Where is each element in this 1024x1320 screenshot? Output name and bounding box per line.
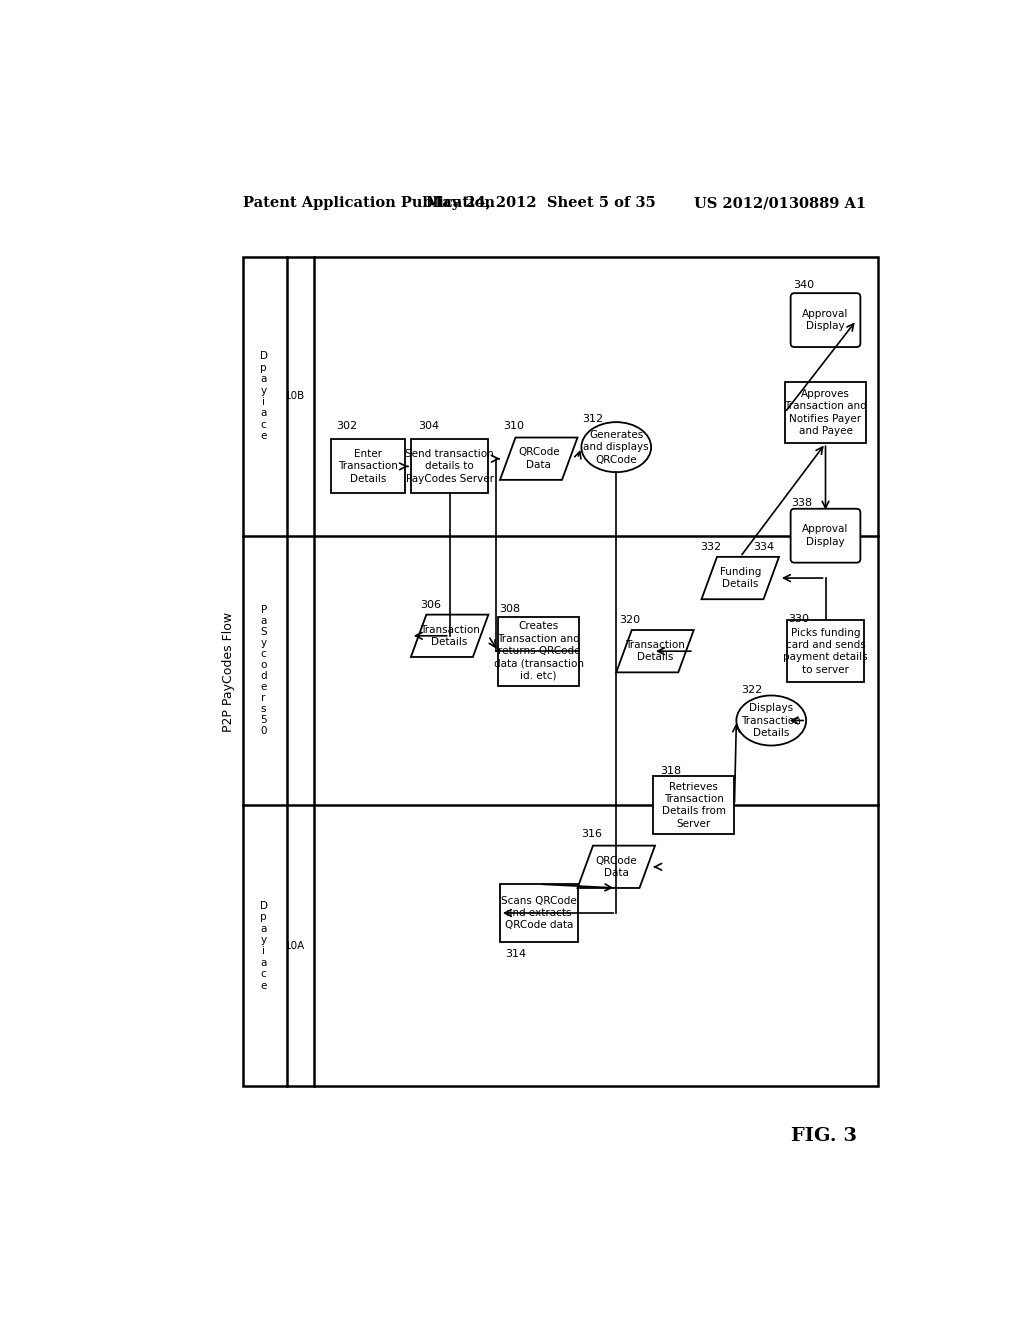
Text: 306: 306	[420, 601, 440, 610]
Text: 314: 314	[505, 949, 526, 958]
Text: a: a	[260, 924, 267, 933]
Text: 310: 310	[504, 421, 524, 432]
Text: s: s	[261, 704, 266, 714]
Bar	[332, 440, 406, 494]
Ellipse shape	[736, 696, 806, 746]
Text: US 2012/0130889 A1: US 2012/0130889 A1	[693, 197, 866, 210]
Text: 5: 5	[260, 714, 267, 725]
Text: 302: 302	[336, 421, 357, 432]
Text: Creates
Transaction and
returns QRCode
data (transaction
id. etc): Creates Transaction and returns QRCode d…	[494, 622, 584, 681]
Text: c: c	[261, 649, 266, 659]
Text: 322: 322	[741, 685, 763, 694]
Text: 330: 330	[787, 614, 809, 624]
Text: May 24, 2012  Sheet 5 of 35: May 24, 2012 Sheet 5 of 35	[426, 197, 656, 210]
Bar	[500, 884, 578, 942]
Text: y: y	[260, 385, 266, 396]
Bar	[243, 257, 879, 1086]
Text: QRCode
Data: QRCode Data	[518, 447, 559, 470]
Text: 316: 316	[581, 829, 602, 840]
Text: 340: 340	[794, 280, 814, 290]
Text: a: a	[260, 616, 267, 626]
Text: a: a	[260, 374, 267, 384]
Text: D: D	[260, 351, 267, 362]
Text: p: p	[260, 912, 267, 923]
Text: Approves
Transaction and
Notifies Payer
and Payee: Approves Transaction and Notifies Payer …	[784, 389, 867, 436]
Polygon shape	[500, 437, 578, 480]
Text: Scans QRCode
and extracts
QRCode data: Scans QRCode and extracts QRCode data	[501, 895, 577, 931]
Text: Patent Application Publication: Patent Application Publication	[243, 197, 495, 210]
Text: P: P	[260, 606, 266, 615]
Text: y: y	[260, 935, 266, 945]
Text: 332: 332	[700, 543, 721, 552]
Text: i: i	[262, 397, 265, 407]
Text: Transaction
Details: Transaction Details	[420, 624, 479, 647]
Text: Displays
Transaction
Details: Displays Transaction Details	[741, 704, 801, 738]
FancyBboxPatch shape	[791, 293, 860, 347]
Text: Enter
Transaction
Details: Enter Transaction Details	[338, 449, 398, 484]
Text: i: i	[262, 946, 265, 957]
Text: e: e	[260, 981, 267, 991]
Polygon shape	[578, 846, 655, 888]
Text: y: y	[260, 638, 266, 648]
Bar	[498, 616, 580, 686]
Text: Generates
and displays
QRCode: Generates and displays QRCode	[584, 430, 649, 465]
FancyBboxPatch shape	[791, 508, 860, 562]
Text: Approval
Display: Approval Display	[803, 524, 849, 546]
Text: o: o	[260, 660, 267, 671]
Bar	[653, 776, 734, 834]
Text: 304: 304	[418, 421, 439, 432]
Text: p: p	[260, 363, 267, 372]
Polygon shape	[411, 615, 488, 657]
Text: e: e	[260, 432, 267, 441]
Text: D: D	[260, 900, 267, 911]
Text: 320: 320	[620, 615, 641, 626]
Polygon shape	[701, 557, 779, 599]
Text: a: a	[260, 408, 267, 418]
Text: P2P PayCodes Flow: P2P PayCodes Flow	[222, 611, 236, 731]
Text: 308: 308	[499, 603, 520, 614]
Text: QRCode
Data: QRCode Data	[595, 855, 637, 878]
Text: c: c	[261, 969, 266, 979]
Text: d: d	[260, 671, 267, 681]
Text: Funding
Details: Funding Details	[720, 566, 761, 589]
Text: 312: 312	[583, 413, 603, 424]
Text: Picks funding
card and sends
payment details
to server: Picks funding card and sends payment det…	[783, 627, 867, 675]
Text: e: e	[260, 682, 267, 692]
Ellipse shape	[582, 422, 651, 473]
Text: c: c	[261, 420, 266, 430]
Text: 334: 334	[753, 543, 774, 552]
Polygon shape	[616, 630, 693, 672]
Text: 10B: 10B	[285, 391, 305, 401]
Text: FIG. 3: FIG. 3	[791, 1127, 857, 1146]
Text: Transaction
Details: Transaction Details	[625, 640, 685, 663]
Text: r: r	[261, 693, 266, 702]
Text: 318: 318	[659, 766, 681, 776]
Bar	[786, 620, 864, 682]
Text: 0: 0	[260, 726, 267, 735]
Bar	[411, 440, 488, 494]
Text: 10A: 10A	[285, 941, 305, 950]
Text: 338: 338	[792, 499, 813, 508]
Text: S: S	[260, 627, 267, 638]
Text: a: a	[260, 958, 267, 968]
Bar	[784, 381, 866, 444]
Text: Retrieves
Transaction
Details from
Server: Retrieves Transaction Details from Serve…	[662, 781, 726, 829]
Text: Approval
Display: Approval Display	[803, 309, 849, 331]
Text: Send transaction
details to
PayCodes Server: Send transaction details to PayCodes Ser…	[406, 449, 494, 484]
